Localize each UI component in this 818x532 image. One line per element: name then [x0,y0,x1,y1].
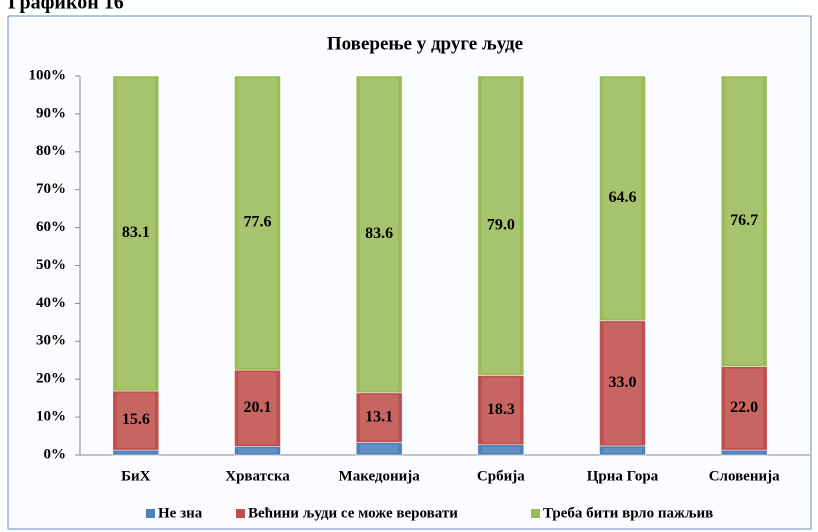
bar-highlight [238,78,277,369]
bar-highlight [481,78,520,374]
bar-segment [355,75,403,394]
y-tick-label: 0% [44,446,67,462]
bar-highlight [238,372,277,445]
y-tick-label: 30% [36,333,66,349]
bar-highlight [725,452,764,453]
data-label: 18.3 [487,401,515,418]
chart-title: Поверење у друге људе [327,33,523,54]
bar-highlight [238,448,277,453]
bar-highlight [725,78,764,365]
bar-highlight [481,377,520,443]
y-tick-label: 40% [36,295,66,311]
x-tick-label: Црна Гора [587,468,659,484]
bar-highlight [603,322,642,444]
bar-highlight [725,368,764,449]
legend-swatch [146,509,155,518]
bar-highlight [360,394,399,441]
data-label: 83.6 [365,225,393,242]
data-label: 22.0 [730,399,758,416]
data-label: 64.6 [609,189,637,206]
data-label: 20.1 [244,399,272,416]
y-tick-label: 100% [29,67,67,83]
bar-segment [477,375,525,446]
bar-segment [599,75,646,322]
bar-highlight [116,452,155,453]
bar-segment [112,75,160,392]
bar-segment [599,320,646,447]
legend-swatch [236,509,245,518]
legend-label: Треба бити врло пажљив [543,505,713,521]
bar-segment [234,75,281,371]
x-tick-label: БиХ [121,468,151,484]
bar-highlight [603,78,642,319]
bar-segment [234,369,281,447]
data-label: 79.0 [487,216,515,233]
x-tick-label: Хрватска [225,468,290,484]
data-label: 77.6 [244,214,272,231]
bar-highlight [360,444,399,453]
y-tick-label: 50% [36,257,66,273]
data-label: 83.1 [122,224,150,241]
data-label: 15.6 [122,411,150,428]
y-tick-label: 90% [36,105,66,121]
y-tick-label: 70% [36,181,66,197]
legend-swatch [531,509,540,518]
bar-highlight [481,446,520,453]
y-tick-label: 80% [36,143,66,159]
bar-highlight [116,392,155,449]
bar-segment [720,75,768,367]
data-label: 76.7 [730,212,758,229]
legend-label: Не зна [158,505,203,521]
bar-highlight [116,78,155,389]
bar-highlight [360,78,399,391]
bar-segment [355,392,403,443]
legend-label: Већини људи се може веровати [248,505,458,521]
y-tick-label: 20% [36,371,66,387]
y-tick-label: 10% [36,409,66,425]
x-tick-label: Словенија [709,468,780,484]
data-label: 33.0 [609,374,637,391]
bar-segment [720,366,768,451]
data-label: 13.1 [365,408,393,425]
bar-segment [477,75,525,376]
bar-highlight [603,447,642,453]
x-tick-label: Србија [477,468,525,484]
heading: Графикон 16 [8,0,124,14]
x-tick-label: Македонија [339,468,421,484]
y-tick-label: 60% [36,219,66,235]
